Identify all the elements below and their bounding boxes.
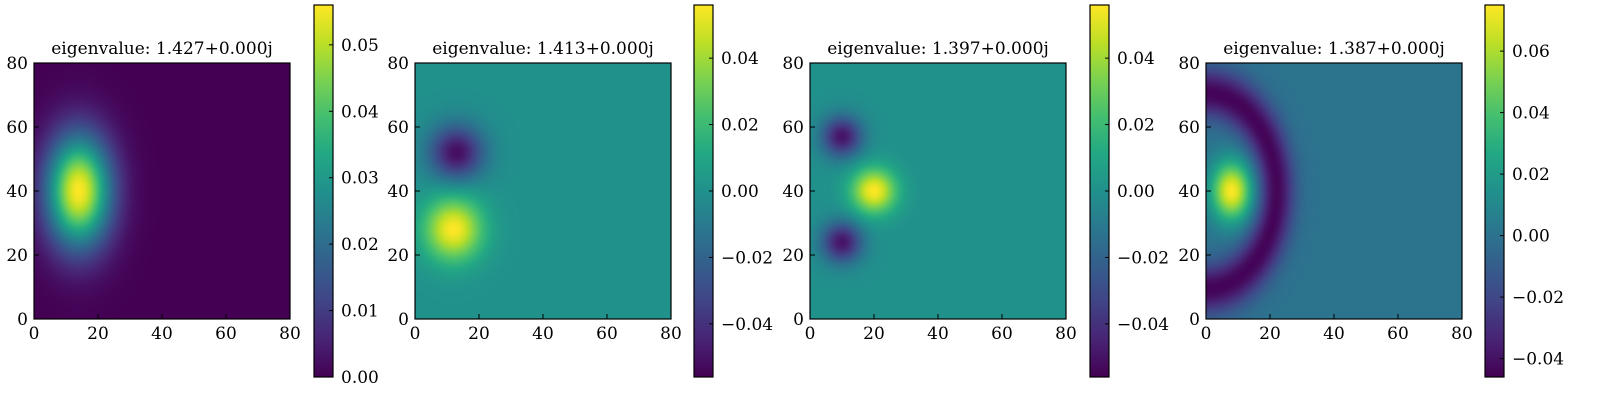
heatmap-image — [810, 63, 1066, 319]
y-tick-label: 0 — [793, 310, 804, 330]
colorbar-gradient — [1090, 5, 1109, 377]
colorbar-tick-label: 0.00 — [721, 182, 759, 202]
colorbar-tick-label: 0.02 — [1117, 116, 1155, 136]
y-tick-label: 20 — [387, 246, 409, 266]
x-tick-label: 60 — [991, 324, 1013, 344]
colorbar-tick-label: 0.04 — [1117, 49, 1155, 69]
y-tick-label: 80 — [6, 54, 28, 74]
heatmap-image — [34, 63, 290, 319]
panel-title: eigenvalue: 1.397+0.000j — [827, 39, 1049, 59]
colorbar-tick-label: 0.05 — [341, 36, 379, 56]
y-tick-label: 20 — [782, 246, 804, 266]
colorbar-tick-label: 0.04 — [1512, 104, 1550, 124]
x-tick-label: 60 — [215, 324, 237, 344]
panel-2: eigenvalue: 1.413+0.000j 0 20 40 60 80 0 20 40 60… — [387, 4, 773, 378]
y-tick-label: 40 — [6, 182, 28, 202]
colorbar-tick-label: 0.01 — [341, 302, 379, 322]
x-tick-label: 20 — [1259, 324, 1281, 344]
x-tick-label: 0 — [410, 324, 421, 344]
colorbar: −0.04 −0.02 0.00 0.02 0.04 — [1089, 4, 1169, 378]
x-tick-label: 0 — [805, 324, 816, 344]
y-tick-label: 80 — [387, 54, 409, 74]
colorbar: 0.00 0.01 0.02 0.03 0.04 0.05 — [313, 4, 379, 388]
y-tick-label: 20 — [6, 246, 28, 266]
x-tick-label: 0 — [29, 324, 40, 344]
colorbar-tick-label: 0.02 — [721, 116, 759, 136]
heatmap-image — [415, 63, 671, 319]
x-tick-label: 20 — [468, 324, 490, 344]
colorbar-tick-label: 0.00 — [1117, 182, 1155, 202]
panel-title: eigenvalue: 1.413+0.000j — [432, 39, 654, 59]
colorbar-tick-label: −0.04 — [1512, 350, 1564, 370]
y-tick-label: 60 — [387, 118, 409, 138]
panel-1: eigenvalue: 1.427+0.000j 0 20 40 60 80 0 20 40 60… — [6, 4, 379, 388]
y-tick-label: 0 — [17, 310, 28, 330]
panel-3: eigenvalue: 1.397+0.000j 0 20 40 60 80 0 20 40 60… — [782, 4, 1169, 378]
colorbar-tick-label: 0.06 — [1512, 42, 1550, 62]
colorbar-gradient — [694, 5, 713, 377]
colorbar-tick-label: 0.04 — [721, 49, 759, 69]
x-tick-label: 80 — [1451, 324, 1473, 344]
colorbar-tick-label: −0.04 — [1117, 315, 1169, 335]
y-tick-label: 60 — [6, 118, 28, 138]
colorbar: −0.04 −0.02 0.00 0.02 0.04 — [693, 4, 773, 378]
colorbar-tick-label: −0.02 — [1117, 248, 1169, 268]
colorbar-tick-label: 0.00 — [341, 368, 379, 388]
panel-title: eigenvalue: 1.387+0.000j — [1223, 39, 1445, 59]
colorbar-frame — [313, 4, 334, 378]
colorbar-tick-label: −0.02 — [721, 248, 773, 268]
heatmap-image — [1206, 63, 1462, 319]
y-tick-label: 0 — [1189, 310, 1200, 330]
colorbar-tick-label: 0.00 — [1512, 227, 1550, 247]
panel-title: eigenvalue: 1.427+0.000j — [51, 39, 273, 59]
panel-4: eigenvalue: 1.387+0.000j 0 20 40 60 80 0 20 40 60… — [1178, 4, 1564, 378]
colorbar-tick-label: 0.02 — [341, 235, 379, 255]
x-tick-label: 40 — [1323, 324, 1345, 344]
x-tick-label: 60 — [596, 324, 618, 344]
y-tick-label: 40 — [782, 182, 804, 202]
x-tick-label: 20 — [87, 324, 109, 344]
y-tick-label: 20 — [1178, 246, 1200, 266]
colorbar-gradient — [1485, 5, 1504, 377]
x-tick-label: 80 — [1055, 324, 1077, 344]
y-tick-label: 40 — [1178, 182, 1200, 202]
y-tick-label: 80 — [782, 54, 804, 74]
x-tick-label: 40 — [151, 324, 173, 344]
x-tick-label: 20 — [863, 324, 885, 344]
colorbar-tick-label: −0.02 — [1512, 288, 1564, 308]
x-tick-label: 40 — [532, 324, 554, 344]
y-tick-label: 60 — [1178, 118, 1200, 138]
x-tick-label: 40 — [927, 324, 949, 344]
y-tick-label: 80 — [1178, 54, 1200, 74]
colorbar: −0.04 −0.02 0.00 0.02 0.04 0.06 — [1484, 4, 1564, 378]
colorbar-tick-label: 0.02 — [1512, 165, 1550, 185]
y-tick-label: 40 — [387, 182, 409, 202]
x-tick-label: 80 — [279, 324, 301, 344]
colorbar-tick-label: −0.04 — [721, 315, 773, 335]
colorbar-tick-label: 0.04 — [341, 102, 379, 122]
colorbar-frame — [1484, 4, 1505, 378]
x-tick-label: 0 — [1201, 324, 1212, 344]
x-tick-label: 80 — [660, 324, 682, 344]
y-tick-label: 60 — [782, 118, 804, 138]
colorbar-gradient — [314, 5, 333, 377]
x-tick-label: 60 — [1387, 324, 1409, 344]
y-tick-label: 0 — [398, 310, 409, 330]
colorbar-tick-label: 0.03 — [341, 169, 379, 189]
